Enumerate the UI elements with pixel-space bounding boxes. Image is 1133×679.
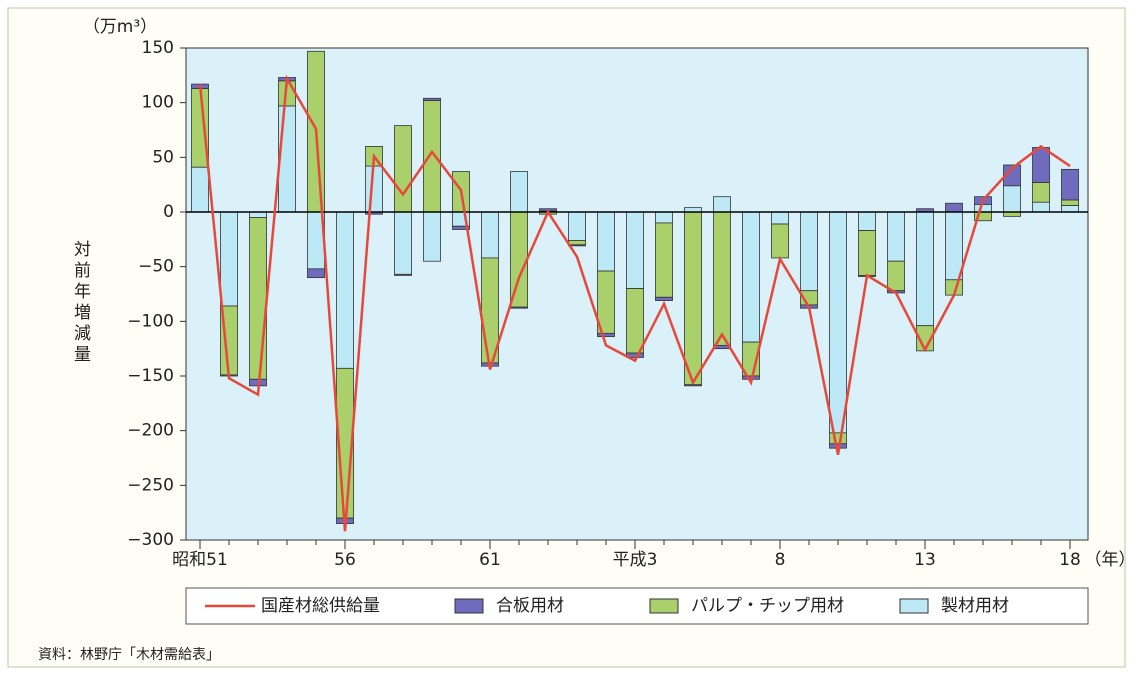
bar <box>830 212 847 433</box>
bar <box>917 212 934 326</box>
x-tick-label: 61 <box>479 550 501 570</box>
x-tick-label: 56 <box>334 550 356 570</box>
bar <box>772 212 789 224</box>
legend-swatch <box>650 599 678 613</box>
bar <box>975 204 992 212</box>
y-tick-label: −50 <box>138 257 174 277</box>
y-tick-label: −100 <box>127 311 174 331</box>
bar <box>424 212 441 261</box>
bar <box>366 166 383 212</box>
bar <box>627 289 644 354</box>
bar <box>482 212 499 258</box>
bar <box>714 197 731 212</box>
bar <box>830 433 847 444</box>
source: 資料：林野庁「木材需給表」 <box>38 647 220 663</box>
bar <box>424 98 441 100</box>
bar <box>656 223 673 297</box>
y-tick-label: 50 <box>152 147 174 167</box>
y-tick-label: 0 <box>163 202 174 222</box>
legend-swatch <box>455 599 483 613</box>
bar <box>714 212 731 345</box>
bar <box>395 274 412 275</box>
bar <box>511 307 528 308</box>
legend-swatch <box>900 599 928 613</box>
bar <box>395 126 412 212</box>
x-tick-label: 平成3 <box>613 550 658 570</box>
bar <box>192 167 209 212</box>
bar <box>1062 169 1079 200</box>
bar <box>511 172 528 212</box>
bar <box>888 261 905 291</box>
bar <box>424 100 441 212</box>
bar <box>250 212 267 217</box>
bar <box>859 212 876 231</box>
bar <box>279 106 296 212</box>
legend-label: 合板用材 <box>496 596 564 616</box>
bar <box>859 231 876 276</box>
bar <box>250 217 267 379</box>
bar <box>1033 202 1050 212</box>
bar <box>1033 182 1050 202</box>
bar <box>946 203 963 212</box>
bar <box>1033 147 1050 182</box>
bar <box>569 212 586 240</box>
x-tick-label: 昭和51 <box>172 550 228 570</box>
legend-label: パルプ・チップ用材 <box>691 596 844 616</box>
bar <box>337 212 354 368</box>
x-tick-label: 8 <box>775 550 786 570</box>
y-tick-label: −150 <box>127 366 174 386</box>
bar <box>656 297 673 300</box>
bar <box>598 212 615 271</box>
bar <box>888 212 905 261</box>
bar <box>221 212 238 306</box>
bar <box>801 212 818 291</box>
bar <box>743 212 760 342</box>
bar <box>772 224 789 258</box>
y-tick-label: 150 <box>142 38 174 58</box>
bar <box>569 240 586 244</box>
legend-label: 製材用材 <box>941 596 1009 616</box>
y-tick-label: −300 <box>127 530 174 550</box>
bar <box>308 269 325 278</box>
bar <box>598 333 615 336</box>
bar <box>685 212 702 385</box>
x-tick-label: 18 <box>1059 550 1081 570</box>
y-tick-label: 100 <box>142 93 174 113</box>
bar <box>1062 205 1079 212</box>
bar <box>1062 200 1079 205</box>
x-axis-label: （年） <box>1085 550 1133 570</box>
bar <box>656 212 673 223</box>
x-tick-label: 13 <box>914 550 936 570</box>
bar <box>946 212 963 280</box>
y-tick-label: −250 <box>127 475 174 495</box>
bar <box>627 212 644 289</box>
unit-label: （万m³） <box>83 17 157 37</box>
y-axis-label: 対前年増減量 <box>70 240 91 366</box>
y-tick-label: −200 <box>127 421 174 441</box>
legend-label: 国産材総供給量 <box>261 596 380 616</box>
bar <box>1004 186 1021 212</box>
bar <box>395 212 412 274</box>
